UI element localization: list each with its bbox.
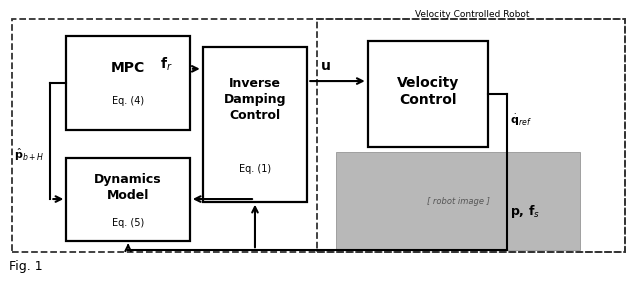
Text: $\mathbf{f}_r$: $\mathbf{f}_r$ [160,56,173,73]
Bar [66,36,190,130]
Bar [317,19,625,252]
Text: Eq. (5): Eq. (5) [112,217,144,228]
Bar [66,158,190,241]
Text: Eq. (1): Eq. (1) [239,164,271,174]
Bar [367,41,488,147]
Text: Velocity
Control: Velocity Control [397,76,459,107]
Text: Inverse
Damping
Control: Inverse Damping Control [224,77,286,122]
Bar [336,152,580,250]
Text: $\mathbf{u}$: $\mathbf{u}$ [320,59,330,73]
Text: MPC: MPC [111,61,145,75]
Text: $\dot{\mathbf{q}}_{ref}$: $\dot{\mathbf{q}}_{ref}$ [510,113,532,128]
Text: [ robot image ]: [ robot image ] [426,197,490,206]
Text: $\mathbf{p}$, $\mathbf{f}_s$: $\mathbf{p}$, $\mathbf{f}_s$ [510,203,540,220]
Text: Fig. 1: Fig. 1 [9,260,43,273]
Text: Dynamics
Model: Dynamics Model [94,173,162,202]
Bar [203,47,307,202]
Text: Eq. (4): Eq. (4) [112,96,144,106]
Text: $\hat{\mathbf{p}}_{b+H}$: $\hat{\mathbf{p}}_{b+H}$ [14,147,44,163]
Text: Velocity Controlled Robot: Velocity Controlled Robot [415,10,529,19]
Bar [12,19,625,252]
